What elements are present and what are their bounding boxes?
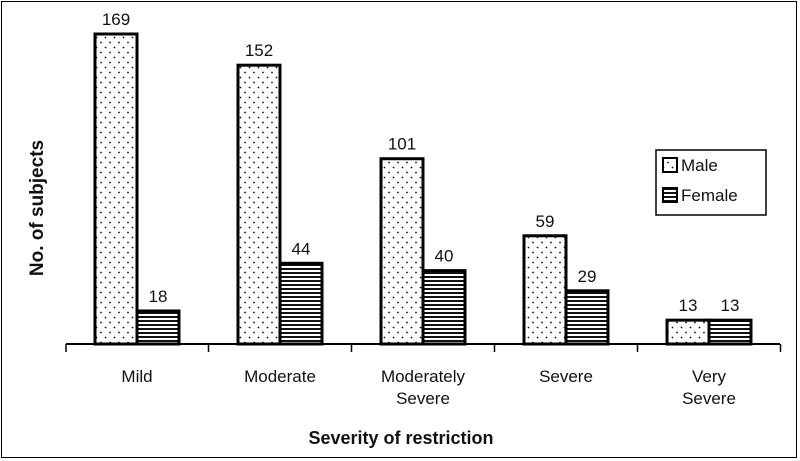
bar-male-0 <box>93 32 139 346</box>
legend-label-female: Female <box>681 186 738 205</box>
category-label-1-0: Moderate <box>244 367 316 386</box>
category-label-4-1: Severe <box>682 389 736 408</box>
data-label-male-2: 101 <box>388 135 416 154</box>
bar-female-1 <box>278 261 324 346</box>
category-labels-group: Mild Moderate Moderately Severe Severe Very Se… <box>65 344 782 408</box>
data-label-female-1: 44 <box>292 239 311 258</box>
bar-male-4 <box>665 318 711 346</box>
bar-female-3 <box>564 289 610 346</box>
bar-female-2 <box>421 269 467 346</box>
legend: Male Female <box>655 149 767 216</box>
y-axis-label: No. of subjects <box>27 140 48 276</box>
data-label-male-1: 152 <box>245 41 273 60</box>
category-label-2-1: Severe <box>396 389 450 408</box>
bars-group <box>93 32 753 346</box>
legend-label-male: Male <box>681 156 718 175</box>
category-label-2-0: Moderately <box>381 367 466 386</box>
data-label-male-4: 13 <box>679 296 698 315</box>
category-label-4-0: Very <box>692 367 727 386</box>
legend-swatch-female <box>662 187 678 203</box>
category-label-0-0: Mild <box>121 367 152 386</box>
data-labels-group: 169 18 152 44 101 40 59 29 13 13 <box>102 10 740 315</box>
data-label-female-0: 18 <box>149 287 168 306</box>
bar-male-1 <box>236 63 282 346</box>
bar-female-4 <box>707 318 753 346</box>
data-label-male-0: 169 <box>102 10 130 29</box>
x-axis-label: Severity of restriction <box>308 428 493 448</box>
bar-female-0 <box>135 309 181 346</box>
data-label-female-2: 40 <box>435 247 454 266</box>
legend-swatch-male <box>662 157 678 173</box>
bar-male-3 <box>522 234 568 346</box>
bar-male-2 <box>379 157 425 346</box>
data-label-female-3: 29 <box>578 267 597 286</box>
data-label-female-4: 13 <box>721 296 740 315</box>
data-label-male-3: 59 <box>536 212 555 231</box>
category-label-3-0: Severe <box>539 367 593 386</box>
